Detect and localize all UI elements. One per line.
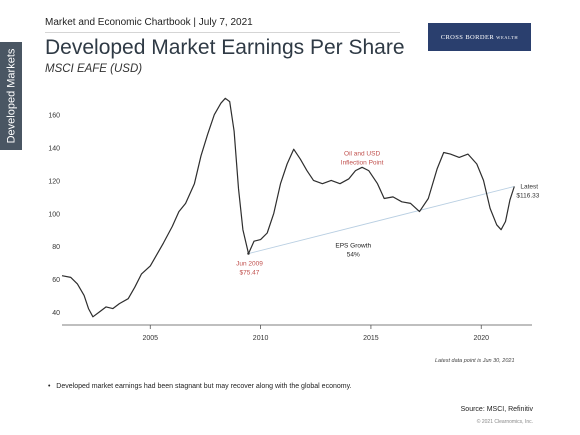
latest-value: $116.33	[516, 192, 539, 199]
y-tick-label: 60	[52, 277, 60, 284]
bullet-note: • Developed market earnings had been sta…	[48, 383, 352, 390]
latest-data-note: Latest data point is Jun 30, 2021	[435, 358, 515, 364]
y-tick-label: 40	[52, 310, 60, 317]
chart-title: Developed Market Earnings Per Share	[45, 36, 405, 59]
brand-logo-main: CROSS BORDER	[440, 33, 495, 41]
eps-growth-label: EPS Growth	[335, 243, 371, 250]
section-side-tab[interactable]: Developed Markets	[0, 42, 22, 150]
chart-subtitle: MSCI EAFE (USD)	[45, 63, 143, 75]
latest-label: Latest	[520, 183, 538, 190]
source-note: Source: MSCI, Refinitiv	[460, 406, 533, 413]
jun-2009-value: $75.47	[240, 270, 260, 277]
y-tick-label: 100	[48, 211, 60, 218]
x-tick-label: 2020	[473, 335, 489, 342]
eps-growth-value: 54%	[347, 252, 360, 259]
bullet-note-text: Developed market earnings had been stagn…	[56, 383, 352, 390]
jun-2009-point	[247, 252, 250, 255]
y-tick-label: 140	[48, 146, 60, 153]
y-tick-label: 80	[52, 244, 60, 251]
x-tick-label: 2005	[142, 335, 158, 342]
eps-series-line	[61, 97, 515, 318]
brand-logo-sub: WEALTH	[496, 34, 519, 40]
eps-growth-trend-line	[248, 186, 515, 255]
brand-logo: CROSS BORDER WEALTH	[428, 23, 531, 51]
chartbook-header: Market and Economic Chartbook | July 7, …	[45, 17, 253, 28]
y-tick-label: 160	[48, 113, 60, 120]
x-tick-label: 2015	[363, 335, 379, 342]
header-divider	[45, 32, 400, 33]
y-tick-label: 120	[48, 178, 60, 185]
jun-2009-label: Jun 2009	[236, 261, 263, 268]
inflection-label-2: Inflection Point	[341, 159, 384, 166]
copyright-note: © 2021 Clearnomics, Inc.	[476, 419, 533, 425]
inflection-label-1: Oil and USD	[344, 150, 380, 157]
x-tick-label: 2010	[253, 335, 269, 342]
